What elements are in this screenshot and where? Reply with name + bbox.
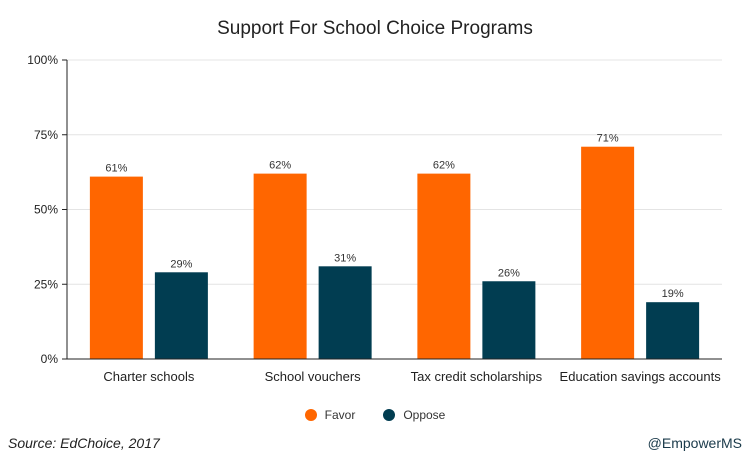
y-tick-label: 0% xyxy=(41,352,59,366)
bar-favor xyxy=(253,173,307,359)
bar-oppose xyxy=(646,302,700,359)
source-note: Source: EdChoice, 2017 xyxy=(8,435,160,451)
bar-oppose xyxy=(482,281,536,359)
data-label: 62% xyxy=(433,160,455,172)
y-tick-label: 50% xyxy=(34,203,58,217)
y-axis: 0% 25% 50% 75% 100% xyxy=(27,53,68,366)
data-label: 62% xyxy=(269,160,291,172)
y-tick-label: 75% xyxy=(34,128,58,142)
data-label: 26% xyxy=(498,267,520,279)
bar-favor xyxy=(417,173,471,359)
x-tick-label: Charter schools xyxy=(103,369,195,384)
data-label: 29% xyxy=(170,258,192,270)
bars: 61% 29% 62% 31% 62% 26% 71% 19% xyxy=(89,133,700,359)
chart-title: Support For School Choice Programs xyxy=(217,18,533,39)
legend-item-favor: Favor xyxy=(304,408,356,422)
legend-label-oppose: Oppose xyxy=(403,408,446,422)
legend-item-oppose: Oppose xyxy=(383,408,445,422)
legend-label-favor: Favor xyxy=(324,408,356,422)
legend-swatch-oppose xyxy=(383,409,396,421)
x-tick-label: Tax credit scholarships xyxy=(411,369,543,384)
data-label: 31% xyxy=(334,252,356,264)
bar-favor xyxy=(581,146,635,359)
y-tick-label: 100% xyxy=(27,53,58,67)
x-tick-label: School vouchers xyxy=(265,369,362,384)
data-label: 19% xyxy=(662,288,684,300)
x-tick-label: Education savings accounts xyxy=(560,369,722,384)
legend-swatch-favor xyxy=(304,409,317,421)
x-axis: Charter schools School vouchers Tax credit… xyxy=(67,358,722,384)
social-handle[interactable]: @EmpowerMS xyxy=(647,435,742,451)
bar-favor xyxy=(89,176,143,359)
legend: Favor Oppose xyxy=(0,408,750,422)
y-tick-label: 25% xyxy=(34,277,58,291)
data-label: 61% xyxy=(105,163,127,175)
data-label: 71% xyxy=(597,133,619,145)
bar-oppose xyxy=(318,266,372,359)
bar-oppose xyxy=(154,272,208,359)
